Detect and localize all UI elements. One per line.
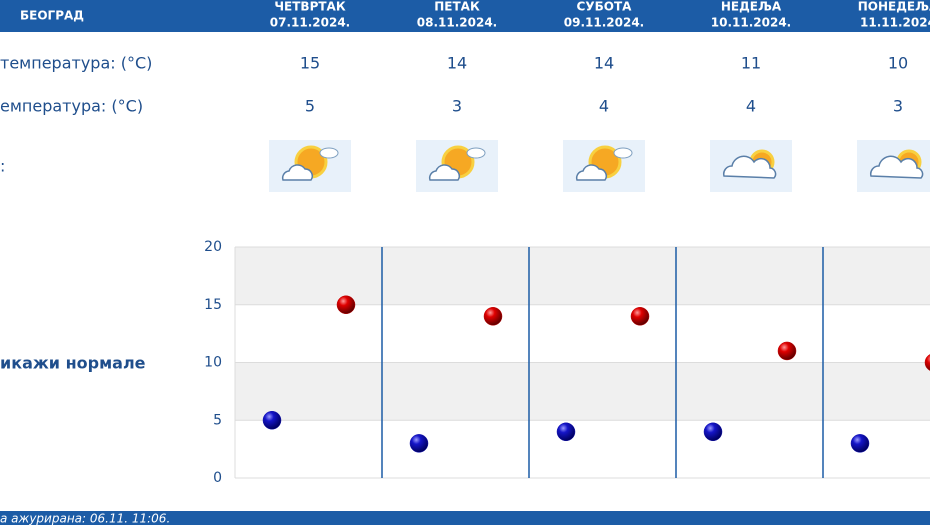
small-cloud bbox=[613, 147, 633, 159]
temp-cell: 4 bbox=[599, 97, 609, 116]
weather-icon bbox=[269, 140, 351, 192]
temp-point bbox=[850, 434, 870, 453]
temp-cell: 4 bbox=[746, 97, 756, 116]
day-name: ПОНЕДЕЉА bbox=[858, 0, 930, 14]
y-tick-label: 20 bbox=[204, 239, 222, 255]
temp-point bbox=[777, 341, 797, 361]
header-bar bbox=[0, 0, 930, 32]
grid-band bbox=[235, 247, 930, 305]
grid-band bbox=[235, 362, 930, 421]
cloud bbox=[281, 164, 313, 181]
cloud bbox=[575, 164, 607, 181]
temp-point bbox=[924, 354, 930, 371]
temp-cell: 5 bbox=[305, 97, 315, 116]
cloud bbox=[723, 155, 777, 179]
weather-icon bbox=[710, 140, 792, 192]
temp-cell: 11 bbox=[741, 54, 761, 73]
temp-cell: 3 bbox=[452, 97, 462, 116]
temp-cell: 14 bbox=[594, 54, 614, 73]
y-tick-label: 5 bbox=[213, 412, 222, 428]
temp-point bbox=[483, 307, 503, 326]
day-date: 10.11.2024. bbox=[711, 16, 791, 30]
temp-point bbox=[630, 307, 650, 326]
footer: а ажурирана: 06.11. 11:06. bbox=[0, 512, 170, 526]
y-tick-label: 0 bbox=[213, 470, 222, 486]
day-date: 09.11.2024. bbox=[564, 16, 644, 30]
temp-point bbox=[703, 422, 723, 442]
cloud bbox=[428, 164, 460, 181]
temp-cell: 10 bbox=[888, 54, 908, 73]
day-name: ЧЕТВРТАК bbox=[274, 0, 345, 14]
weather-icon bbox=[416, 140, 498, 192]
day-name: ПЕТАК bbox=[434, 0, 480, 14]
weather-icon bbox=[563, 140, 645, 192]
temp-point bbox=[556, 422, 576, 442]
temp-point bbox=[262, 411, 282, 430]
day-date: 11.11.2024 bbox=[860, 16, 930, 30]
small-cloud bbox=[466, 147, 486, 159]
footer-bar bbox=[0, 511, 930, 525]
weather-icon bbox=[857, 140, 930, 192]
day-date: 08.11.2024. bbox=[417, 16, 497, 30]
row-label: емпература: (°C) bbox=[0, 97, 143, 116]
small-cloud bbox=[319, 147, 339, 159]
row-label: : bbox=[0, 157, 5, 176]
y-tick-label: 15 bbox=[204, 297, 222, 313]
toggle-normals[interactable]: икажи нормале bbox=[0, 354, 146, 373]
city: БЕОГРАД bbox=[20, 9, 84, 23]
row-label: температура: (°C) bbox=[0, 54, 152, 73]
temp-cell: 15 bbox=[300, 54, 320, 73]
temp-cell: 14 bbox=[447, 54, 467, 73]
temp-cell: 3 bbox=[893, 97, 903, 116]
temp-point bbox=[336, 295, 356, 314]
temp-point bbox=[409, 434, 429, 453]
day-name: СУБОТА bbox=[577, 0, 633, 14]
cloud bbox=[870, 155, 924, 179]
y-tick-label: 10 bbox=[204, 355, 222, 371]
day-date: 07.11.2024. bbox=[270, 16, 350, 30]
day-name: НЕДЕЉА bbox=[721, 0, 782, 14]
